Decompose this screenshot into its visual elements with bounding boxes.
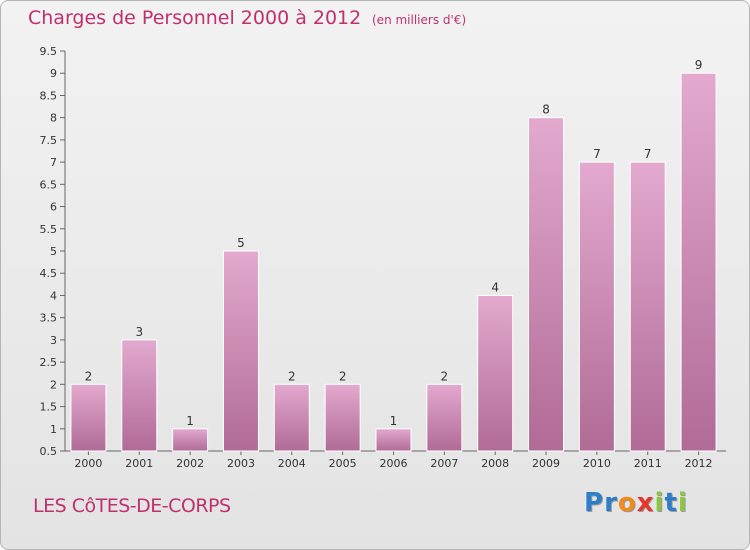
- y-tick-label: 2: [50, 378, 57, 391]
- data-label-2011: 7: [644, 147, 652, 161]
- bar-2002: [172, 428, 209, 452]
- data-label-2004: 2: [288, 369, 296, 383]
- bar-2005: [324, 383, 361, 452]
- data-label-2009: 8: [542, 103, 550, 117]
- y-tick-label: 5: [50, 245, 57, 258]
- bar-2001: [121, 339, 158, 452]
- x-tick-label: 2009: [532, 457, 560, 470]
- y-tick-label: 5.5: [40, 223, 58, 236]
- y-tick-label: 0.5: [40, 445, 58, 458]
- y-tick-label: 6: [50, 201, 57, 214]
- commune-name: LES CôTES-DE-CORPS: [33, 495, 231, 517]
- y-axis: 0.5 1 1.5 2 2.5 3 3.5 4 4.5 5 5.5 6 6.5 7 7.5 8 8.5 9 9.5: [40, 45, 66, 458]
- logo-letter: r: [604, 488, 618, 518]
- logo-letter: o: [617, 488, 637, 518]
- data-label-2008: 4: [491, 280, 499, 294]
- y-tick-label: 9: [50, 67, 57, 80]
- logo-letter: x: [636, 488, 655, 518]
- bar-2010: [578, 161, 615, 452]
- x-tick-label: 2004: [278, 457, 306, 470]
- bar-2004: [273, 383, 310, 452]
- bar-2000: [70, 383, 107, 452]
- x-tick-label: 2005: [329, 457, 357, 470]
- data-label-2002: 1: [186, 414, 194, 428]
- data-label-2012: 9: [695, 58, 703, 72]
- data-label-2007: 2: [441, 369, 449, 383]
- bar-2012: [680, 72, 717, 452]
- y-tick-label: 9.5: [40, 45, 58, 58]
- bar-2007: [426, 383, 463, 452]
- logo-letter: t: [664, 488, 678, 518]
- chart-subtitle: (en milliers d'€): [372, 13, 467, 27]
- x-tick-label: 2003: [227, 457, 255, 470]
- data-label-2003: 5: [237, 236, 245, 250]
- data-label-2000: 2: [85, 369, 93, 383]
- logo-letter: i: [654, 488, 665, 518]
- bars: 2 3 1 5 2 2 1 2 4 8 7 7 9: [70, 58, 717, 452]
- x-tick-label: 2000: [74, 457, 102, 470]
- bar-2006: [375, 428, 412, 452]
- y-tick-label: 1.5: [40, 401, 58, 414]
- y-tick-label: 3: [50, 334, 57, 347]
- logo-letter: i: [677, 488, 688, 518]
- x-tick-label: 2007: [430, 457, 458, 470]
- x-axis: 2000 2001 2002 2003 2004 2005 2006 2007 2008 2009…: [65, 450, 726, 470]
- bar-2003: [222, 250, 259, 452]
- x-tick-label: 2001: [125, 457, 153, 470]
- data-label-2006: 1: [390, 414, 398, 428]
- x-tick-label: 2011: [634, 457, 662, 470]
- y-tick-label: 7: [50, 156, 57, 169]
- y-tick-label: 8.5: [40, 89, 58, 102]
- proxiti-logo: Proxiti: [584, 488, 688, 518]
- x-tick-label: 2010: [583, 457, 611, 470]
- y-tick-label: 4.5: [40, 267, 58, 280]
- data-label-2010: 7: [593, 147, 601, 161]
- x-tick-label: 2012: [685, 457, 713, 470]
- data-label-2005: 2: [339, 369, 347, 383]
- y-tick-label: 7.5: [40, 134, 58, 147]
- bar-2009: [528, 117, 565, 452]
- y-tick-label: 1: [50, 423, 57, 436]
- bar-2011: [629, 161, 666, 452]
- y-tick-label: 3.5: [40, 312, 58, 325]
- x-tick-label: 2002: [176, 457, 204, 470]
- chart-title: Charges de Personnel 2000 à 2012: [28, 7, 362, 29]
- x-tick-label: 2006: [380, 457, 408, 470]
- x-tick-label: 2008: [481, 457, 509, 470]
- bar-2008: [477, 294, 514, 452]
- y-tick-label: 8: [50, 112, 57, 125]
- data-label-2001: 3: [135, 325, 143, 339]
- logo-letter: P: [584, 488, 605, 518]
- y-tick-label: 6.5: [40, 178, 58, 191]
- y-tick-label: 4: [50, 289, 57, 302]
- y-tick-label: 2.5: [40, 356, 58, 369]
